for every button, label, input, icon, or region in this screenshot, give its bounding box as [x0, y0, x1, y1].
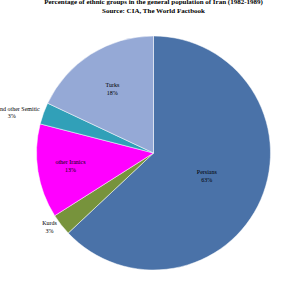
- svg-text:Turks18%: Turks18%: [105, 82, 119, 96]
- svg-text:Percentage of ethnic groups in: Percentage of ethnic groups in the gener…: [44, 0, 263, 15]
- svg-text:Kurds3%: Kurds3%: [42, 220, 57, 234]
- svg-text:Arab and other Semitic3%: Arab and other Semitic3%: [0, 106, 40, 120]
- svg-text:Persians63%: Persians63%: [197, 169, 218, 183]
- svg-text:other Iranics13%: other Iranics13%: [55, 159, 86, 173]
